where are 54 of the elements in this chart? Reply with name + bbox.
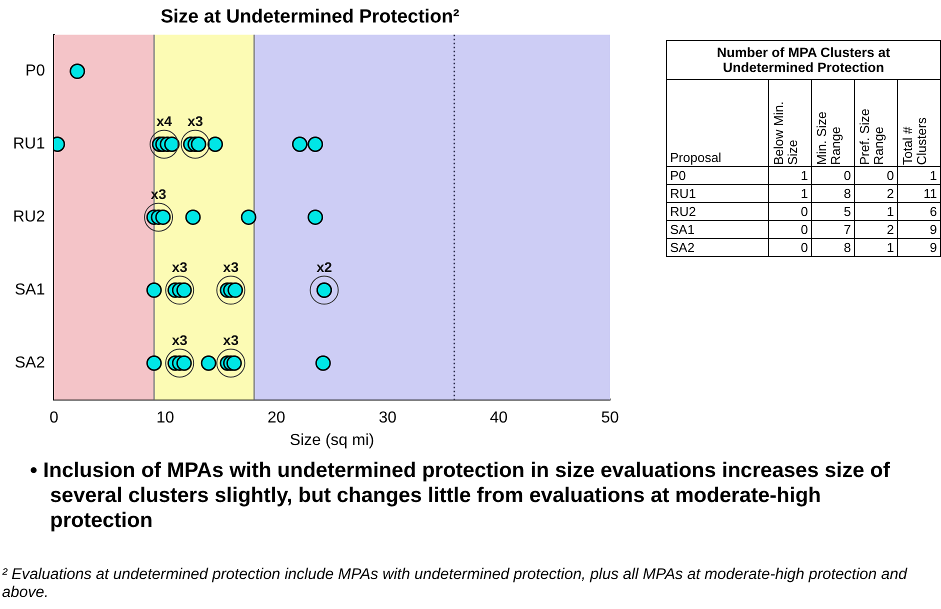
x-tick-label: 30	[378, 410, 397, 427]
annotation: x3	[223, 332, 239, 348]
annotation: x3	[223, 259, 239, 276]
y-tick-label: SA1	[14, 282, 46, 299]
annotation: x2	[316, 259, 332, 276]
y-axis-title: Proposal	[666, 80, 768, 166]
y-tick-label: P0	[25, 62, 46, 80]
annotation: x3	[150, 186, 167, 202]
y-tick-label: P0	[666, 166, 768, 184]
data-label: 1	[768, 184, 812, 202]
data-label: 9	[898, 238, 940, 256]
x-tick-label: Below Min. Size	[771, 100, 801, 165]
data-label: 6	[898, 202, 940, 220]
chart-title: Size at Undetermined Protection²	[160, 6, 460, 28]
data-label: 8	[812, 184, 854, 202]
data-label: 2	[854, 220, 898, 238]
chart-title: Number of MPA Clusters at Undetermined Protection	[666, 40, 940, 80]
y-tick-label: SA1	[666, 220, 768, 238]
x-tick-label: Total # Clusters	[900, 116, 930, 165]
y-tick-label: RU1	[12, 136, 46, 153]
y-tick-label: SA2	[14, 354, 46, 372]
x-tick-label: 0	[50, 410, 59, 427]
x-tick-label: 20	[268, 410, 286, 427]
x-axis-title: Size (sq mi)	[290, 432, 374, 449]
data-label: 1	[854, 238, 898, 256]
data-label: 1	[854, 202, 898, 220]
text: • Inclusion of MPAs with undetermined protection in size evaluations increases size of several clusters slightly, but changes little from evaluations at moderate-high protection	[30, 458, 891, 533]
data-label: 9	[898, 220, 940, 238]
data-label: 0	[812, 166, 854, 184]
y-tick-label: RU2	[12, 208, 46, 226]
data-label: 0	[768, 202, 812, 220]
data-label: 2	[854, 184, 898, 202]
data-label: 1	[768, 166, 812, 184]
y-tick-label: RU2	[666, 202, 768, 220]
x-tick-label: 40	[490, 410, 508, 427]
y-tick-label: RU1	[666, 184, 768, 202]
data-label: 0	[768, 238, 812, 256]
data-label: 5	[812, 202, 854, 220]
annotation: x3	[172, 259, 188, 276]
x-tick-label: 10	[156, 410, 174, 427]
data-label: 1	[898, 166, 940, 184]
data-label: 8	[812, 238, 854, 256]
text: ² Evaluations at undetermined protection include MPAs with undetermined protection, plus all MPAs at moderate-high protection and above.	[2, 566, 908, 602]
data-label: 11	[898, 184, 940, 202]
data-label: 7	[812, 220, 854, 238]
x-tick-label: 50	[601, 410, 619, 427]
data-label: 0	[854, 166, 898, 184]
x-tick-label: Min. Size Range	[814, 110, 844, 165]
data-label: 0	[768, 220, 812, 238]
annotation: x4	[156, 113, 172, 130]
x-tick-label: Pref. Size Range	[857, 108, 887, 165]
annotation: x3	[187, 113, 204, 130]
y-tick-label: SA2	[666, 238, 768, 256]
annotation: x3	[172, 332, 188, 348]
